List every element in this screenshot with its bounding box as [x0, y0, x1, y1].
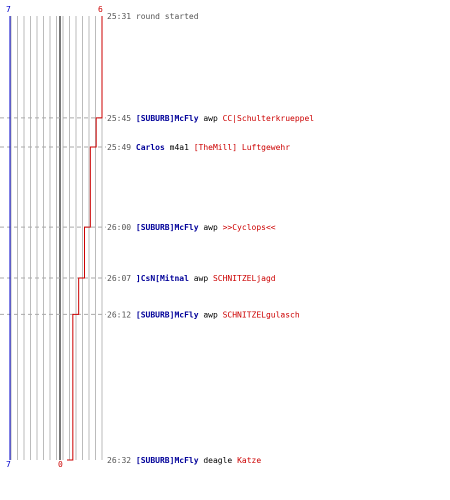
event-weapon: awp — [203, 310, 222, 319]
event-killer: [SUBURB]McFly — [136, 310, 203, 319]
event-row: 26:07 ]CsN[Mitnal awp SCHNITZELjagd — [107, 273, 276, 283]
event-victim: SCHNITZELgulasch — [223, 310, 300, 319]
event-time: 26:07 — [107, 274, 136, 283]
event-row: 26:00 [SUBURB]McFly awp >>Cyclops<< — [107, 223, 276, 232]
event-row: 26:32 [SUBURB]McFly deagle Katze — [107, 456, 261, 465]
event-row: 25:31 round started — [107, 12, 199, 21]
event-killer: [SUBURB]McFly — [136, 114, 203, 123]
event-victim: >>Cyclops<< — [223, 223, 276, 232]
event-killer: ]CsN[Mitnal — [136, 273, 194, 283]
event-weapon: awp — [194, 274, 213, 283]
event-time: 26:32 — [107, 456, 136, 465]
event-victim: CC|Schulterkrueppel — [223, 114, 315, 123]
team-a-end-count: 7 — [6, 460, 11, 469]
event-row: 26:12 [SUBURB]McFly awp SCHNITZELgulasch — [107, 310, 300, 319]
event-row: 25:45 [SUBURB]McFly awp CC|Schulterkruep… — [107, 114, 314, 123]
event-victim: [TheMill] Luftgewehr — [194, 143, 291, 152]
event-note: round started — [136, 12, 199, 21]
event-victim: Katze — [237, 456, 261, 465]
event-killer: Carlos — [136, 143, 170, 152]
event-time: 26:00 — [107, 223, 136, 232]
event-killer: [SUBURB]McFly — [136, 456, 203, 465]
event-weapon: deagle — [203, 456, 237, 465]
event-weapon: awp — [203, 114, 222, 123]
team-b-alive-line — [67, 16, 103, 461]
event-time: 25:49 — [107, 143, 136, 152]
event-killer: [SUBURB]McFly — [136, 223, 203, 232]
event-time: 25:31 — [107, 12, 136, 21]
team-b-start-count: 6 — [98, 5, 103, 14]
event-weapon: m4a1 — [170, 143, 194, 152]
event-dashed-lines — [0, 117, 106, 315]
event-row: 25:49 Carlos m4a1 [TheMill] Luftgewehr — [107, 143, 290, 152]
team-a-start-count: 7 — [6, 5, 11, 14]
player-count-grid — [10, 16, 103, 460]
event-time: 26:12 — [107, 310, 136, 319]
event-time: 25:45 — [107, 114, 136, 123]
event-weapon: awp — [203, 223, 222, 232]
event-log: 25:31 round started 25:45 [SUBURB]McFly a… — [107, 12, 314, 465]
team-b-end-count: 0 — [58, 460, 63, 469]
event-victim: SCHNITZELjagd — [213, 274, 276, 283]
